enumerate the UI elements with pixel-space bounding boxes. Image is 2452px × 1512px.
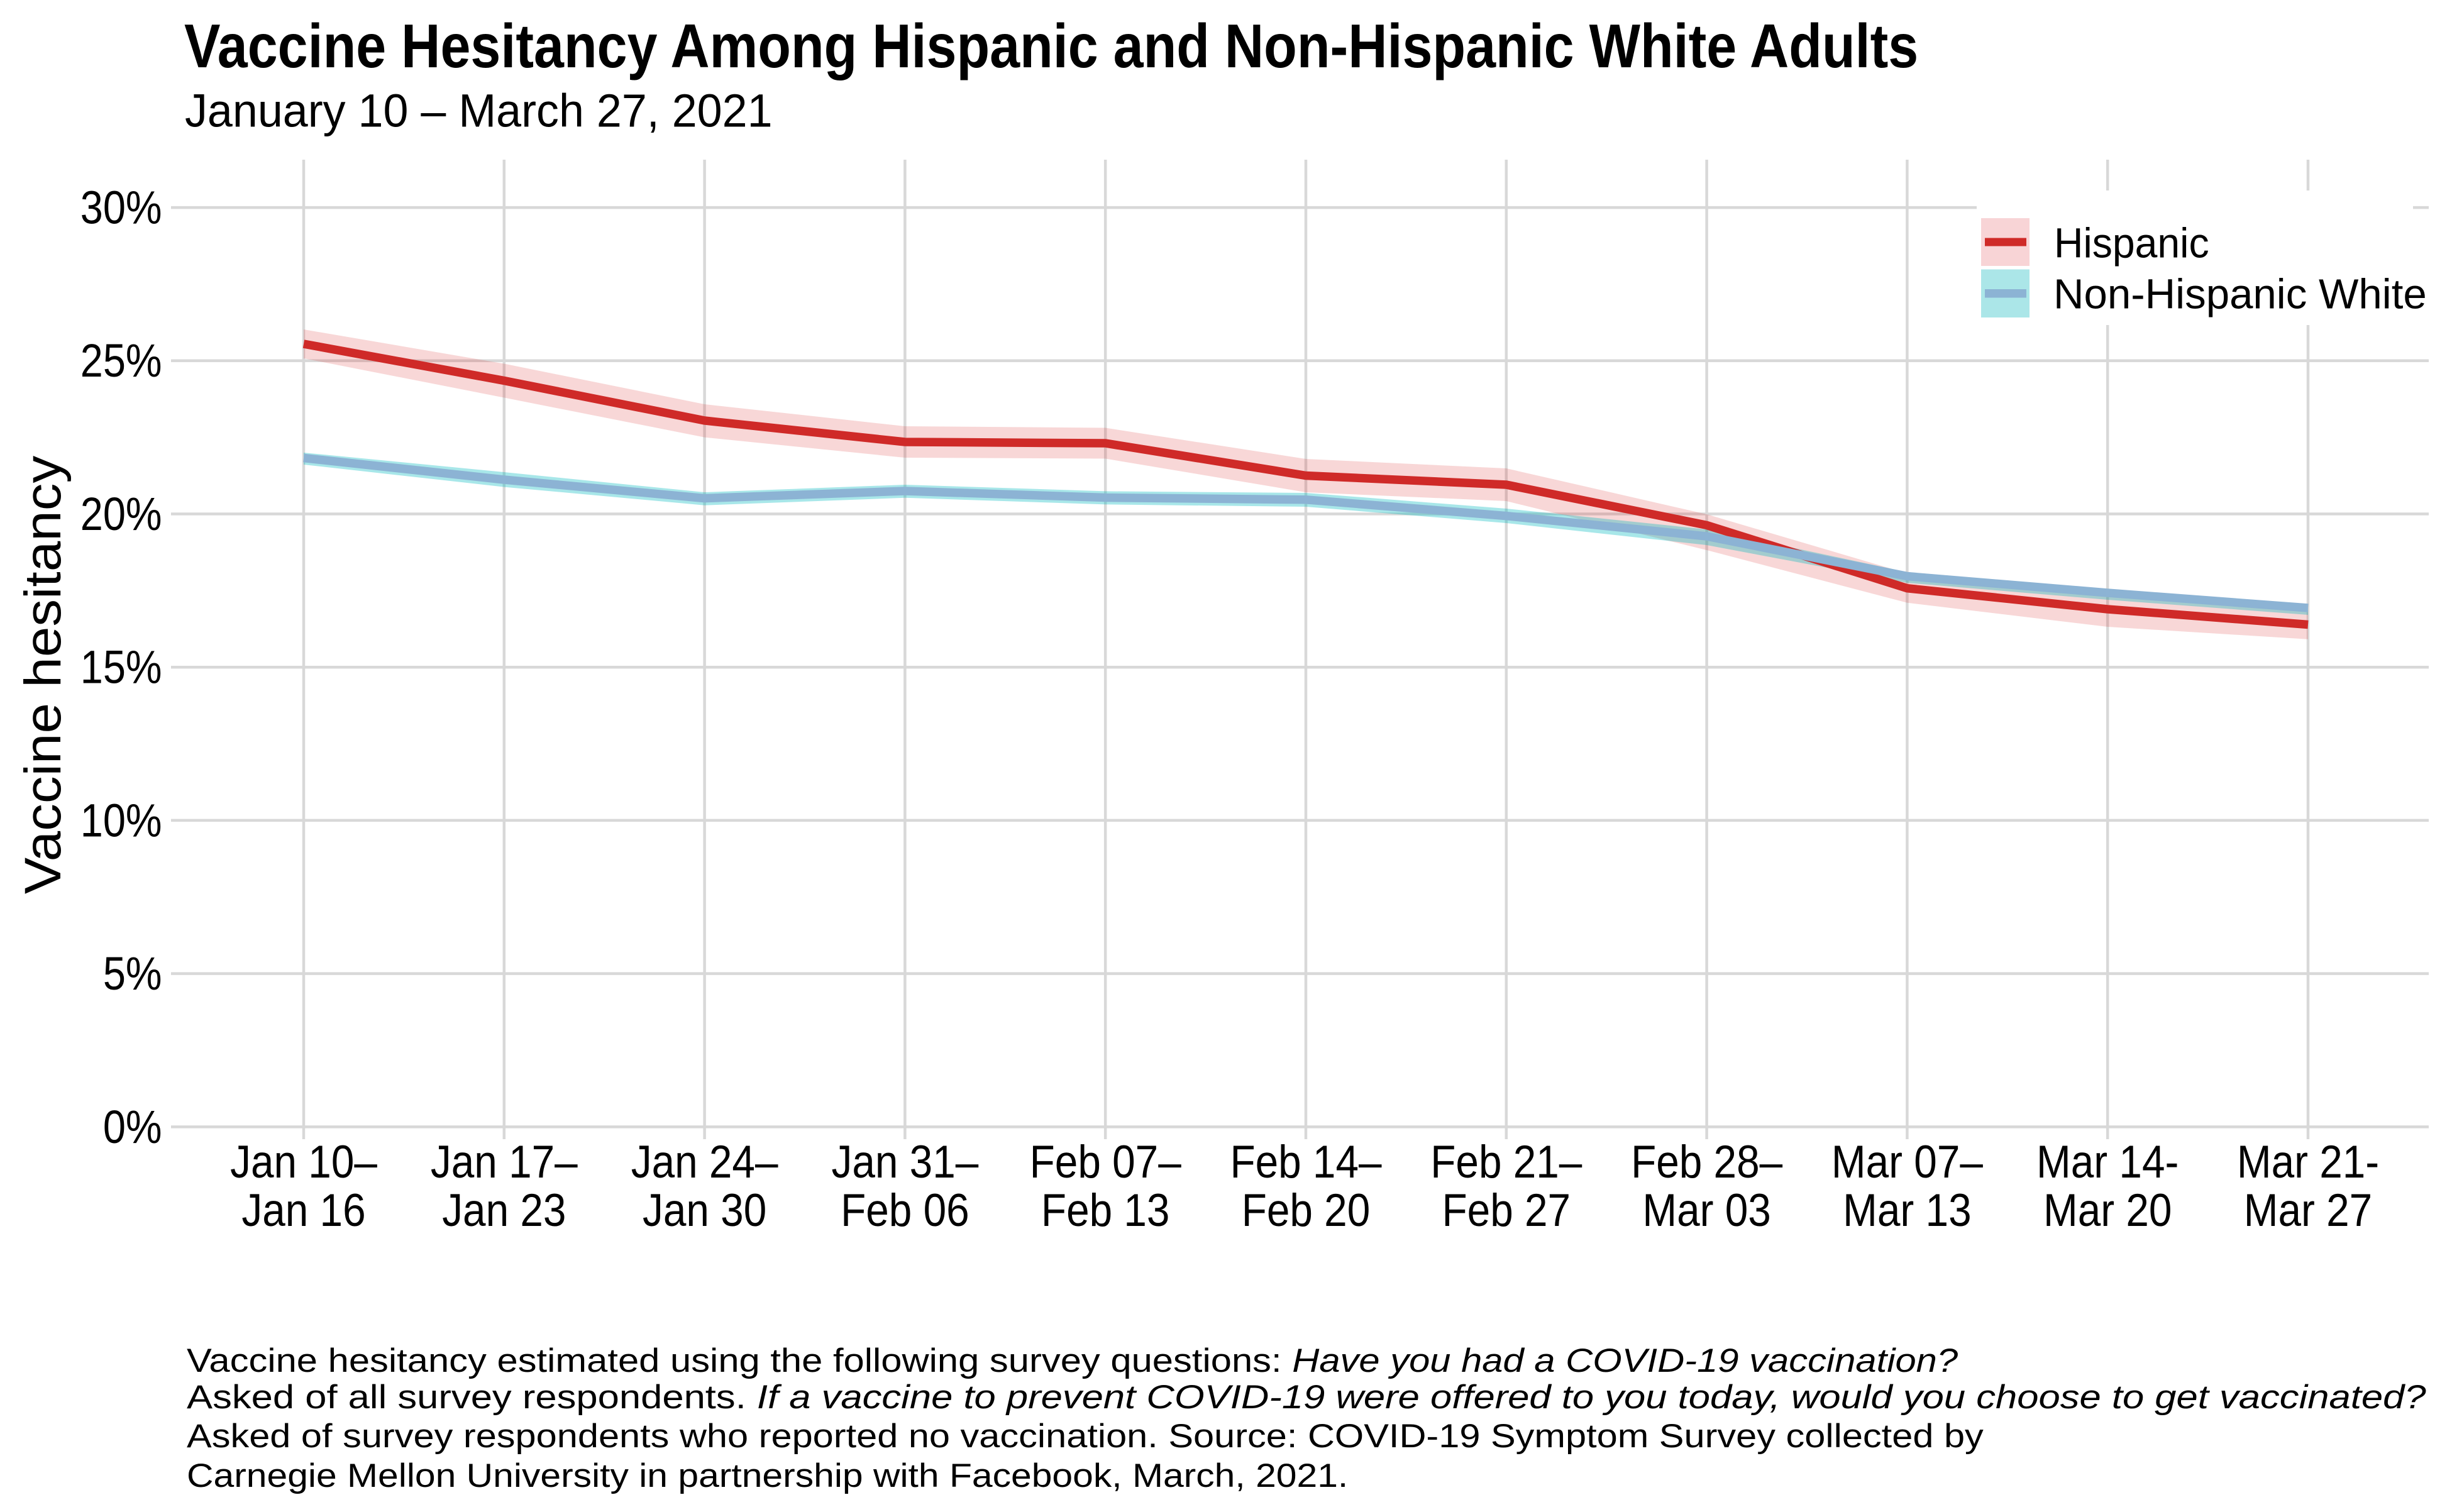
svg-text:0%: 0% (103, 1101, 162, 1153)
svg-text:Vaccine Hesitancy Among Hispan: Vaccine Hesitancy Among Hispanic and Non… (184, 11, 1918, 80)
svg-text:15%: 15% (80, 641, 162, 693)
svg-text:Feb 21–: Feb 21– (1430, 1136, 1582, 1188)
svg-text:Jan 17–: Jan 17– (431, 1136, 578, 1188)
svg-text:Jan 10–: Jan 10– (230, 1136, 377, 1188)
svg-text:Jan 16: Jan 16 (241, 1184, 365, 1236)
svg-text:Feb 13: Feb 13 (1041, 1184, 1170, 1236)
svg-text:Vaccine hesitancy estimated us: Vaccine hesitancy estimated using the fo… (187, 1342, 1958, 1379)
svg-text:Jan 31–: Jan 31– (832, 1136, 979, 1188)
svg-text:Feb 28–: Feb 28– (1631, 1136, 1782, 1188)
svg-text:Mar 20: Mar 20 (2043, 1184, 2172, 1236)
svg-text:Mar 27: Mar 27 (2244, 1184, 2372, 1236)
svg-text:20%: 20% (80, 488, 162, 540)
svg-text:Feb 27: Feb 27 (1442, 1184, 1571, 1236)
svg-text:Mar 07–: Mar 07– (1831, 1136, 1983, 1188)
svg-text:Mar 13: Mar 13 (1843, 1184, 1971, 1236)
svg-text:Hispanic: Hispanic (2054, 219, 2209, 266)
svg-text:25%: 25% (80, 334, 162, 387)
svg-text:Feb 07–: Feb 07– (1030, 1136, 1181, 1188)
svg-text:Asked of all survey respondent: Asked of all survey respondents. If a va… (187, 1379, 2426, 1416)
svg-text:Jan 23: Jan 23 (442, 1184, 566, 1236)
svg-text:Asked of survey respondents wh: Asked of survey respondents who reported… (187, 1417, 1984, 1454)
svg-text:Mar 14-: Mar 14- (2036, 1136, 2179, 1188)
svg-text:Vaccine hesitancy: Vaccine hesitancy (13, 455, 71, 894)
svg-text:Mar 21-: Mar 21- (2237, 1136, 2379, 1188)
svg-text:10%: 10% (80, 794, 162, 846)
svg-text:Feb 20: Feb 20 (1242, 1184, 1371, 1236)
svg-text:Jan 24–: Jan 24– (631, 1136, 778, 1188)
svg-text:Non-Hispanic White: Non-Hispanic White (2053, 271, 2427, 318)
svg-text:January 10 – March 27, 2021: January 10 – March 27, 2021 (185, 86, 773, 137)
svg-text:Carnegie Mellon University in: Carnegie Mellon University in partnershi… (187, 1457, 1348, 1494)
svg-text:5%: 5% (103, 947, 162, 1000)
svg-text:Feb 06: Feb 06 (841, 1184, 969, 1236)
svg-text:Jan 30: Jan 30 (643, 1184, 766, 1236)
svg-text:30%: 30% (80, 181, 162, 233)
svg-text:Feb 14–: Feb 14– (1230, 1136, 1381, 1188)
svg-text:Mar 03: Mar 03 (1642, 1184, 1770, 1236)
